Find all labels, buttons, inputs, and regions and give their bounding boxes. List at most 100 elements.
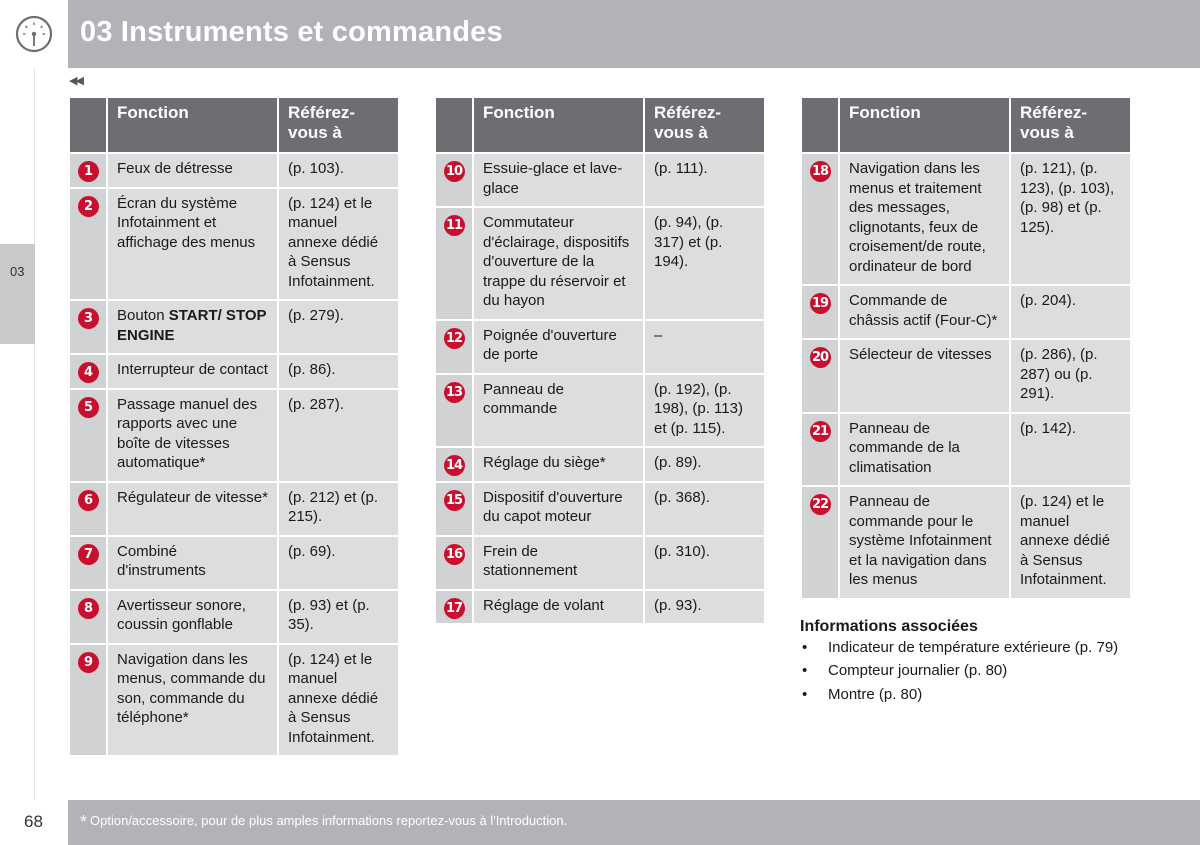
header-function: Fonction [472,96,645,154]
row-number-cell: 9 [68,642,108,757]
number-badge-icon: 9 [77,651,99,673]
row-number-cell: 20 [800,338,840,414]
bullet-icon: • [802,662,808,679]
reference-cell: (p. 89). [643,446,766,483]
number-badge-icon: 22 [809,494,831,515]
table-row: 16 Frein de stationnement (p. 310). [434,534,766,591]
row-number-cell: 5 [68,387,108,483]
related-title: Informations associées [800,618,978,635]
number-badge-icon: 1 [77,161,99,182]
table-header-row: Fonction Référez-vous à [434,96,766,154]
function-cell: Combiné d'instruments [106,534,279,591]
table-row: 14 Réglage du siège* (p. 89). [434,446,766,483]
function-cell: Panneau de commande pour le système Info… [838,485,1011,600]
row-number-cell: 11 [434,206,474,321]
table-row: 20 Sélecteur de vitesses (p. 286), (p. 2… [800,338,1132,414]
reference-cell: (p. 287). [277,387,400,483]
function-cell: Dispositif d'ouverture du capot moteur [472,480,645,537]
table-row: 10 Essuie-glace et lave-glace (p. 111). [434,152,766,208]
table-row: 2 Écran du système Infotainment et affic… [68,186,400,301]
footnote-star-icon: * [80,812,88,832]
row-number-cell: 22 [800,485,840,600]
reference-cell: (p. 121), (p. 123), (p. 103), (p. 98) et… [1009,152,1132,286]
number-badge-icon: 4 [77,362,99,383]
bullet-icon: • [802,638,808,656]
function-bold-text: START/ STOP ENGINE [117,307,267,344]
header-num-cell [800,96,840,154]
reference-cell: – [643,318,766,375]
row-number-cell: 12 [434,318,474,375]
row-number-cell: 14 [434,446,474,483]
page-title: 03 Instruments et commandes [80,16,503,48]
footnote: * Option/accessoire, pour de plus amples … [80,812,567,833]
header-reference: Référez-vous à [643,96,766,154]
function-cell: Commutateur d'éclairage, dispositifs d'o… [472,206,645,321]
row-number-cell: 19 [800,284,840,340]
table-row: 18 Navigation dans les menus et traiteme… [800,152,1132,286]
header-reference: Référez-vous à [277,96,400,154]
page-header: 03 Instruments et commandes [0,0,1200,68]
table-row: 19 Commande de châssis actif (Four-C)* (… [800,284,1132,340]
number-badge-icon: 19 [809,293,831,314]
table-row: 4 Interrupteur de contact (p. 86). [68,353,400,390]
reference-cell: (p. 124) et le manuel annexe dédié à Sen… [277,186,400,301]
function-table-3: Fonction Référez-vous à 18 Navigation da… [800,96,1132,600]
header-num-cell [68,96,108,154]
number-badge-icon: 21 [809,420,831,442]
row-number-cell: 1 [68,152,108,189]
related-link-text: Indicateur de température extérieure (p.… [828,638,1119,656]
row-number-cell: 10 [434,152,474,208]
row-number-cell: 6 [68,480,108,537]
chapter-side-tab[interactable]: 03 [0,244,35,344]
related-link-text: Compteur journalier (p. 80) [828,662,1008,679]
reference-cell: (p. 368). [643,480,766,537]
row-number-cell: 18 [800,152,840,286]
row-number-cell: 13 [434,372,474,448]
number-badge-icon: 5 [77,396,99,418]
header-num-cell [434,96,474,154]
reference-cell: (p. 111). [643,152,766,208]
chapter-side-tab-label: 03 [10,264,25,279]
table-row: 21 Panneau de commande de la climatisati… [800,411,1132,487]
number-badge-icon: 20 [809,347,831,368]
row-number-cell: 16 [434,534,474,591]
table-row: 12 Poignée d'ouverture de porte – [434,318,766,375]
function-cell: Feux de détresse [106,152,279,189]
table-row: 11 Commutateur d'éclairage, dispositifs … [434,206,766,321]
table-row: 13 Panneau de commande (p. 192), (p. 198… [434,372,766,448]
function-cell: Poignée d'ouverture de porte [472,318,645,375]
number-badge-icon: 7 [77,543,99,565]
reference-cell: (p. 94), (p. 317) et (p. 194). [643,206,766,321]
row-number-cell: 4 [68,353,108,390]
function-cell: Panneau de commande de la climatisation [838,411,1011,487]
reference-cell: (p. 86). [277,353,400,390]
header-reference: Référez-vous à [1009,96,1132,154]
speedometer-icon [15,15,53,53]
function-cell: Panneau de commande [472,372,645,448]
reference-cell: (p. 69). [277,534,400,591]
header-function: Fonction [838,96,1011,154]
number-badge-icon: 2 [77,195,99,217]
function-cell: Navigation dans les menus, commande du s… [106,642,279,757]
table-row: 7 Combiné d'instruments (p. 69). [68,534,400,591]
table-row: 6 Régulateur de vitesse* (p. 212) et (p.… [68,480,400,537]
related-link[interactable]: • Indicateur de température extérieure (p… [800,638,1140,658]
reference-cell: (p. 204). [1009,284,1132,340]
back-nav-icon[interactable]: ◀◀ [69,75,84,87]
related-list: • Indicateur de température extérieure (p… [800,638,1140,705]
table-row: 8 Avertisseur sonore, coussin gonflable … [68,588,400,645]
table-row: 5 Passage manuel des rapports avec une b… [68,387,400,483]
header-icon-box [0,0,68,68]
number-badge-icon: 15 [443,489,465,511]
reference-cell: (p. 142). [1009,411,1132,487]
number-badge-icon: 17 [443,597,465,619]
reference-cell: (p. 93) et (p. 35). [277,588,400,645]
table-row: 9 Navigation dans les menus, commande du… [68,642,400,757]
number-badge-icon: 13 [443,381,465,403]
reference-cell: (p. 124) et le manuel annexe dédié à Sen… [1009,485,1132,600]
related-link[interactable]: • Compteur journalier (p. 80) [800,661,1140,681]
margin-rule [34,68,35,803]
related-link[interactable]: • Montre (p. 80) [800,685,1140,705]
function-cell: Passage manuel des rapports avec une boî… [106,387,279,483]
number-badge-icon: 10 [443,161,465,182]
